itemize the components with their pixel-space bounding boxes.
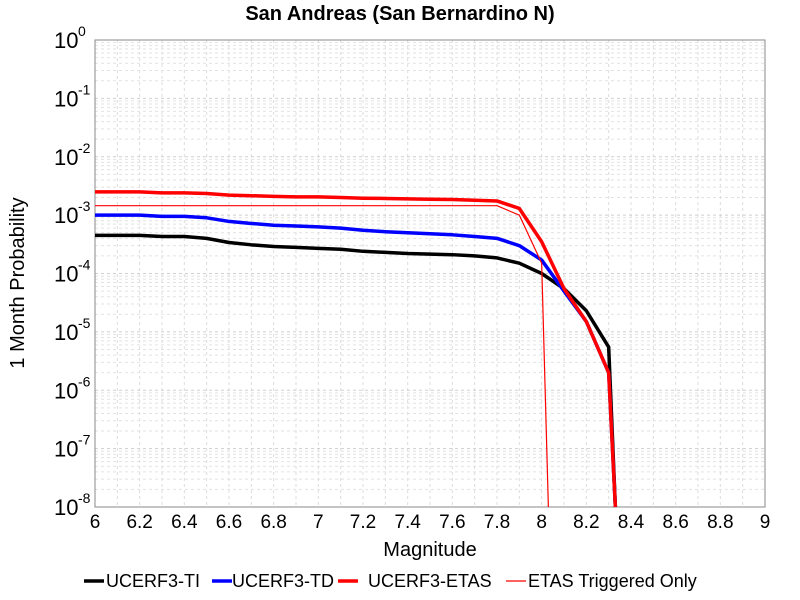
y-tick-label: 10 0 xyxy=(54,23,86,53)
y-tick-exponent: -3 xyxy=(78,198,91,214)
x-tick-label: 7 xyxy=(313,512,324,533)
y-axis-label: 1 Month Probability xyxy=(7,197,29,368)
legend-label: UCERF3-ETAS xyxy=(368,571,492,591)
series-line-2 xyxy=(95,213,618,508)
y-tick-exponent: -5 xyxy=(78,315,91,331)
legend-label: UCERF3-TD xyxy=(232,571,334,591)
grid xyxy=(94,40,766,508)
x-tick-label: 9 xyxy=(760,512,771,533)
x-tick-label: 7.8 xyxy=(484,512,510,533)
x-tick-label: 8 xyxy=(536,512,547,533)
y-tick-base: 10 xyxy=(54,28,78,53)
chart-title: San Andreas (San Bernardino N) xyxy=(245,3,554,25)
y-tick-exponent: -7 xyxy=(78,432,91,448)
y-tick-label: 10 -4 xyxy=(54,257,91,287)
y-tick-exponent: -4 xyxy=(78,257,91,273)
y-tick-base: 10 xyxy=(54,145,78,170)
x-axis-label: Magnitude xyxy=(383,539,476,561)
x-tick-label: 8.6 xyxy=(662,512,688,533)
legend-item: UCERF3-TI xyxy=(84,571,200,591)
x-tick-label: 6.2 xyxy=(126,512,152,533)
x-tick-label: 8.2 xyxy=(573,512,599,533)
y-tick-base: 10 xyxy=(54,437,78,462)
legend-label: ETAS Triggered Only xyxy=(528,571,697,591)
x-tick-label: 8.4 xyxy=(618,512,645,533)
y-tick-exponent: -2 xyxy=(78,140,91,156)
y-tick-label: 10 -7 xyxy=(54,432,91,462)
series-layer xyxy=(95,190,618,508)
y-tick-base: 10 xyxy=(54,378,78,403)
y-tick-label: 10 -5 xyxy=(54,315,91,345)
legend-item: UCERF3-ETAS xyxy=(338,571,492,591)
y-tick-label: 10 -8 xyxy=(54,490,91,520)
legend: UCERF3-TI UCERF3-TD UCERF3-ETAS ETAS Trigge… xyxy=(84,571,697,591)
series-line-4 xyxy=(95,205,549,508)
x-tick-label: 7.6 xyxy=(439,512,465,533)
x-tick-label: 6 xyxy=(90,512,101,533)
x-tick-label: 6.8 xyxy=(260,512,286,533)
x-axis-ticks: 6 6.2 6.4 6.6 6.8 7 7.2 7.4 7.6 7.8 8 8.2 8.4 8.6 8.8 9 xyxy=(90,512,771,533)
legend-label: UCERF3-TI xyxy=(106,571,200,591)
series-line-3 xyxy=(95,190,618,508)
legend-item: UCERF3-TD xyxy=(212,571,334,591)
y-tick-base: 10 xyxy=(54,495,78,520)
x-tick-label: 7.2 xyxy=(350,512,376,533)
x-tick-label: 7.4 xyxy=(394,512,421,533)
y-tick-exponent: -6 xyxy=(78,373,91,389)
y-tick-base: 10 xyxy=(54,320,78,345)
y-tick-exponent: -8 xyxy=(78,490,91,506)
y-tick-base: 10 xyxy=(54,86,78,111)
y-tick-base: 10 xyxy=(54,262,78,287)
y-tick-exponent: -1 xyxy=(78,81,91,97)
y-tick-label: 10 -6 xyxy=(54,373,91,403)
y-tick-label: 10 -3 xyxy=(54,198,91,228)
y-tick-base: 10 xyxy=(54,203,78,228)
x-tick-label: 8.8 xyxy=(707,512,733,533)
legend-item: ETAS Triggered Only xyxy=(506,571,697,591)
y-tick-exponent: 0 xyxy=(78,23,86,39)
plot-frame xyxy=(94,39,766,508)
x-tick-label: 6.4 xyxy=(171,512,198,533)
y-tick-label: 10 -2 xyxy=(54,140,91,170)
x-tick-label: 6.6 xyxy=(216,512,242,533)
y-tick-label: 10 -1 xyxy=(54,81,91,111)
